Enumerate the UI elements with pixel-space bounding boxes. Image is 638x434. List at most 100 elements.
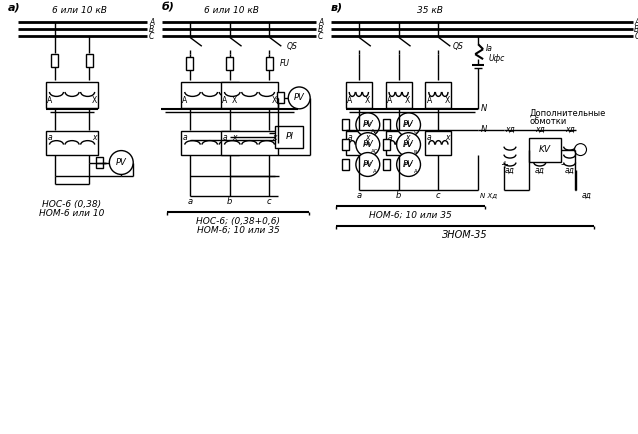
Text: X: X	[92, 96, 97, 105]
Text: PV: PV	[403, 120, 414, 129]
Bar	[266, 57, 273, 69]
Text: PV: PV	[404, 122, 413, 128]
Text: QS: QS	[286, 42, 297, 51]
Text: А: А	[373, 169, 376, 174]
Text: НОМ-6 или 10: НОМ-6 или 10	[39, 209, 104, 218]
Text: a: a	[47, 133, 52, 142]
Text: НОМ-6; 10 или 35: НОМ-6; 10 или 35	[197, 226, 279, 235]
Text: C: C	[149, 32, 154, 41]
Text: X: X	[272, 96, 277, 105]
Bar	[276, 126, 303, 148]
Text: aд: aд	[565, 166, 575, 175]
Text: A: A	[182, 96, 188, 105]
Bar	[346, 82, 372, 108]
Bar	[529, 138, 561, 161]
Text: в): в)	[331, 3, 343, 13]
Text: a: a	[387, 133, 392, 142]
Text: B: B	[318, 25, 323, 34]
Text: b: b	[227, 197, 232, 206]
Text: а): а)	[8, 3, 20, 13]
Bar	[277, 92, 284, 103]
Text: N: N	[481, 125, 487, 134]
Text: xд: xд	[565, 125, 574, 134]
Text: X: X	[365, 96, 371, 105]
Text: АС: АС	[371, 149, 378, 154]
Text: C: C	[634, 32, 638, 41]
Text: -: -	[561, 160, 565, 170]
Text: c: c	[436, 191, 441, 200]
Text: c: c	[267, 197, 272, 206]
Text: б): б)	[162, 3, 175, 13]
Text: C: C	[318, 32, 323, 41]
Text: aд: aд	[535, 166, 545, 175]
Text: +: +	[500, 160, 508, 170]
Text: a: a	[188, 197, 193, 206]
Text: A: A	[387, 96, 392, 105]
Text: a: a	[356, 191, 361, 200]
Text: X: X	[405, 96, 410, 105]
Text: PA: PA	[364, 142, 372, 147]
Text: обмотки: обмотки	[530, 117, 567, 126]
Circle shape	[397, 153, 420, 177]
Text: A: A	[149, 18, 154, 27]
Circle shape	[356, 133, 380, 157]
Text: A: A	[47, 96, 52, 105]
Text: N: N	[481, 104, 487, 113]
Text: B: B	[634, 25, 638, 34]
Bar	[96, 157, 103, 168]
Bar	[383, 119, 390, 130]
Bar	[226, 57, 233, 69]
Bar	[181, 131, 239, 155]
Text: x: x	[92, 133, 97, 142]
Text: xд: xд	[505, 125, 515, 134]
Circle shape	[397, 133, 420, 157]
Text: N Xд: N Xд	[480, 192, 497, 198]
Text: aд: aд	[582, 191, 591, 200]
Text: PV: PV	[116, 158, 127, 167]
Bar	[383, 139, 390, 150]
Circle shape	[575, 144, 586, 155]
Text: НОС-6 (0,38): НОС-6 (0,38)	[42, 200, 101, 209]
Text: A: A	[427, 96, 432, 105]
Bar	[426, 82, 451, 108]
Bar	[86, 54, 93, 66]
Bar	[46, 131, 98, 155]
Bar	[386, 82, 412, 108]
Text: A: A	[222, 96, 227, 105]
Text: PV: PV	[362, 140, 373, 149]
Bar	[346, 131, 372, 155]
Text: 35 кВ: 35 кВ	[417, 6, 443, 15]
Text: НОМ-6; 10 или 35: НОМ-6; 10 или 35	[369, 210, 452, 220]
Circle shape	[397, 113, 420, 137]
Text: x: x	[405, 133, 410, 142]
Text: x: x	[445, 133, 450, 142]
Text: KV: KV	[538, 145, 551, 154]
Circle shape	[356, 153, 380, 177]
Text: PV: PV	[364, 162, 372, 167]
Text: А: А	[413, 169, 417, 174]
Text: Ав: Ав	[371, 129, 378, 134]
Text: A: A	[347, 96, 353, 105]
Text: PV: PV	[362, 120, 373, 129]
Text: x: x	[232, 133, 237, 142]
Text: FU: FU	[279, 59, 290, 68]
Bar	[343, 139, 350, 150]
Text: X: X	[232, 96, 237, 105]
Circle shape	[356, 113, 380, 137]
Text: 6 или 10 кВ: 6 или 10 кВ	[204, 6, 259, 15]
Text: x: x	[366, 133, 370, 142]
Circle shape	[288, 87, 310, 109]
Bar	[383, 159, 390, 170]
Text: Дополнительные: Дополнительные	[530, 108, 606, 117]
Text: ЗНОМ-35: ЗНОМ-35	[442, 230, 488, 240]
Text: A: A	[318, 18, 323, 27]
Circle shape	[109, 151, 133, 174]
Text: PV: PV	[362, 160, 373, 169]
Text: в: в	[414, 149, 417, 154]
Bar	[51, 54, 58, 66]
Text: x: x	[272, 133, 277, 142]
Text: PV: PV	[364, 122, 372, 127]
Text: 6 или 10 кВ: 6 или 10 кВ	[52, 6, 107, 15]
Text: a: a	[223, 133, 227, 142]
Text: QS: QS	[452, 42, 463, 51]
